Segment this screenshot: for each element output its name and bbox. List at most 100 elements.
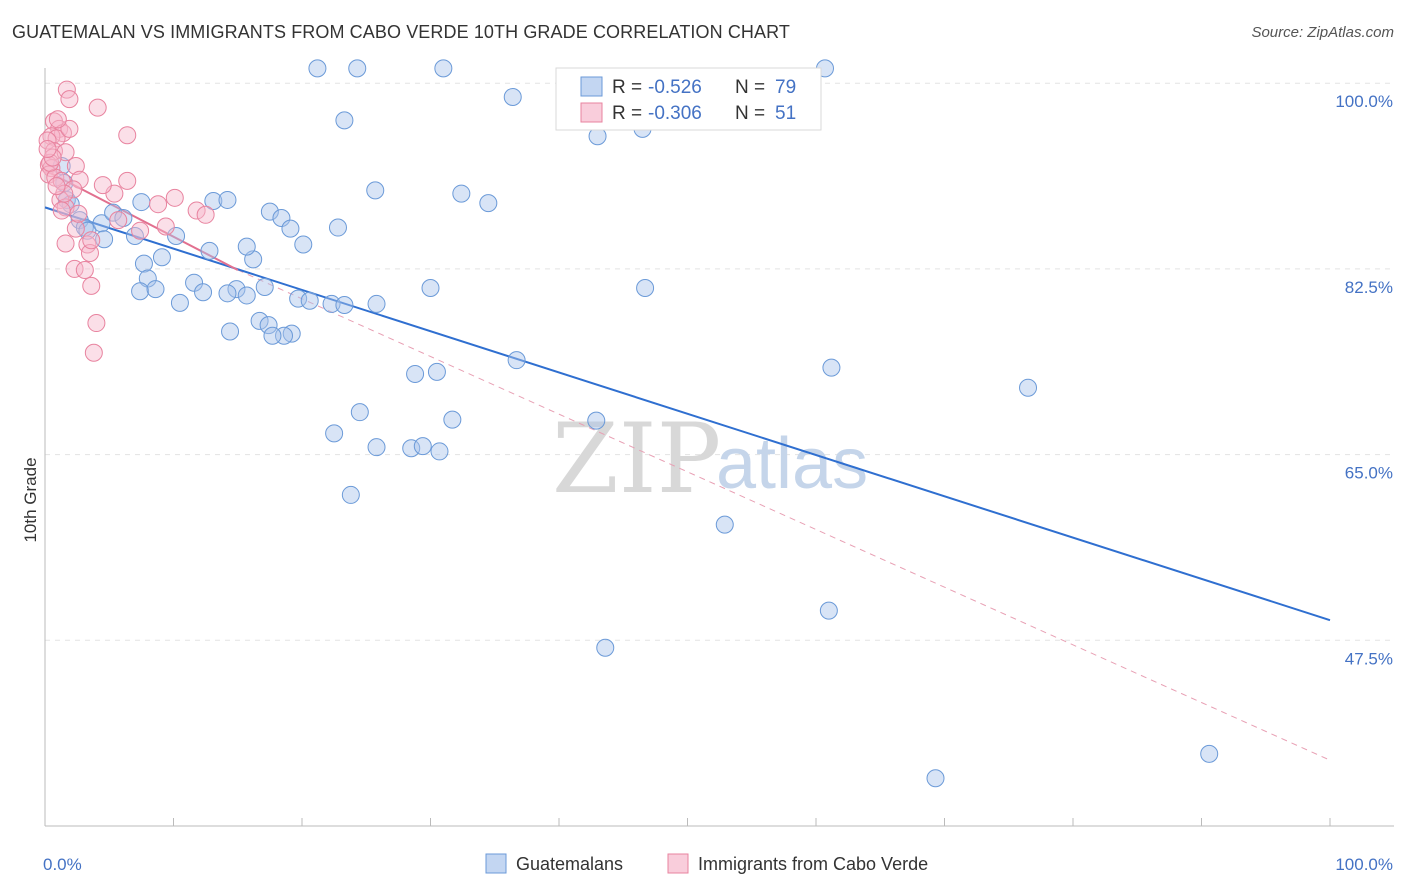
point-guatemalans	[134, 254, 153, 273]
point-guatemalans	[218, 190, 237, 209]
y-tick-label: 82.5%	[1345, 278, 1393, 297]
legend-r-label-2: R =	[612, 103, 642, 124]
point-guatemalans	[259, 316, 278, 335]
point-guatemalans	[289, 289, 308, 308]
point-cabo-verde	[118, 171, 137, 190]
watermark-zip: ZIP	[552, 403, 721, 515]
point-guatemalans	[430, 442, 449, 461]
point-cabo-verde	[56, 234, 75, 253]
trend-line-1	[44, 169, 239, 271]
legend-n-value-1: 79	[775, 77, 796, 98]
point-guatemalans	[587, 411, 606, 430]
point-cabo-verde	[118, 126, 137, 145]
point-cabo-verde	[187, 201, 206, 220]
point-guatemalans	[218, 284, 237, 303]
axes	[44, 68, 1394, 827]
point-cabo-verde	[88, 98, 107, 117]
point-cabo-verde	[70, 170, 89, 189]
point-guatemalans	[452, 184, 471, 203]
point-cabo-verde	[43, 148, 62, 167]
point-guatemalans	[325, 424, 344, 443]
point-guatemalans	[926, 769, 945, 788]
point-cabo-verde	[38, 140, 57, 159]
point-cabo-verde	[156, 217, 175, 236]
point-cabo-verde	[196, 205, 215, 224]
point-guatemalans	[152, 248, 171, 267]
point-cabo-verde	[48, 110, 67, 129]
point-guatemalans	[427, 362, 446, 381]
point-guatemalans	[132, 193, 151, 212]
point-guatemalans	[479, 194, 498, 213]
point-guatemalans	[503, 88, 522, 107]
y-tick-label: 100.0%	[1335, 92, 1393, 111]
x-tick-label: 100.0%	[1335, 855, 1393, 874]
point-guatemalans	[95, 230, 114, 249]
point-cabo-verde	[69, 204, 88, 223]
point-guatemalans	[1019, 378, 1038, 397]
point-guatemalans	[335, 295, 354, 314]
point-guatemalans	[194, 283, 213, 302]
point-guatemalans	[636, 279, 655, 298]
point-guatemalans	[328, 218, 347, 237]
point-cabo-verde	[52, 201, 71, 220]
tick-labels: 100.0% 82.5% 65.0% 47.5% 0.0% 100.0%	[43, 92, 1393, 874]
series-legend-label-cabo-verde: Immigrants from Cabo Verde	[698, 854, 928, 874]
point-guatemalans	[367, 438, 386, 457]
series-legend-label-guatemalans: Guatemalans	[516, 854, 623, 874]
legend-swatch-cabo-verde	[580, 102, 603, 123]
point-guatemalans	[200, 241, 219, 260]
trend-line-extension-1	[237, 269, 1331, 761]
point-guatemalans	[146, 280, 165, 299]
point-guatemalans	[715, 515, 734, 534]
series-legend-swatch-guatemalans	[485, 853, 507, 874]
stats-legend: R = -0.526 N = 79 R = -0.306 N = 51	[555, 67, 822, 131]
point-guatemalans	[421, 279, 440, 298]
point-cabo-verde	[47, 177, 66, 196]
point-guatemalans	[406, 364, 425, 383]
legend-r-value-2: -0.306	[648, 103, 702, 124]
data-points	[38, 59, 1219, 788]
point-guatemalans	[402, 439, 421, 458]
y-tick-label: 47.5%	[1345, 649, 1393, 668]
legend-n-label-1: N =	[735, 77, 765, 98]
point-guatemalans	[819, 601, 838, 620]
source-label: Source: ZipAtlas.com	[1251, 24, 1394, 41]
point-cabo-verde	[131, 221, 150, 240]
point-guatemalans	[1200, 744, 1219, 763]
point-guatemalans	[434, 59, 453, 78]
point-cabo-verde	[82, 276, 101, 295]
point-cabo-verde	[60, 90, 79, 109]
point-guatemalans	[237, 237, 256, 256]
point-cabo-verde	[66, 156, 85, 175]
point-guatemalans	[366, 181, 385, 200]
point-guatemalans	[822, 358, 841, 377]
point-guatemalans	[308, 59, 327, 78]
series-legend: Guatemalans Immigrants from Cabo Verde	[485, 853, 928, 874]
legend-swatch-guatemalans	[580, 76, 603, 97]
legend-r-value-1: -0.526	[648, 77, 702, 98]
point-guatemalans	[282, 324, 301, 343]
x-tick-label: 0.0%	[43, 855, 82, 874]
point-guatemalans	[335, 111, 354, 130]
series-legend-swatch-cabo-verde	[667, 853, 689, 874]
point-guatemalans	[367, 294, 386, 313]
point-cabo-verde	[165, 188, 184, 207]
point-guatemalans	[596, 638, 615, 657]
legend-n-label-2: N =	[735, 103, 765, 124]
chart-title: GUATEMALAN VS IMMIGRANTS FROM CABO VERDE…	[12, 22, 790, 42]
point-cabo-verde	[75, 260, 94, 279]
point-guatemalans	[348, 59, 367, 78]
point-guatemalans	[131, 282, 150, 301]
legend-n-value-2: 51	[775, 103, 796, 124]
point-guatemalans	[237, 286, 256, 305]
point-guatemalans	[507, 351, 526, 370]
point-guatemalans	[413, 437, 432, 456]
point-guatemalans	[170, 293, 189, 312]
point-guatemalans	[250, 311, 269, 330]
point-cabo-verde	[60, 119, 79, 138]
point-guatemalans	[272, 208, 291, 227]
point-cabo-verde	[66, 219, 85, 238]
point-cabo-verde	[41, 153, 60, 172]
point-guatemalans	[227, 280, 246, 299]
